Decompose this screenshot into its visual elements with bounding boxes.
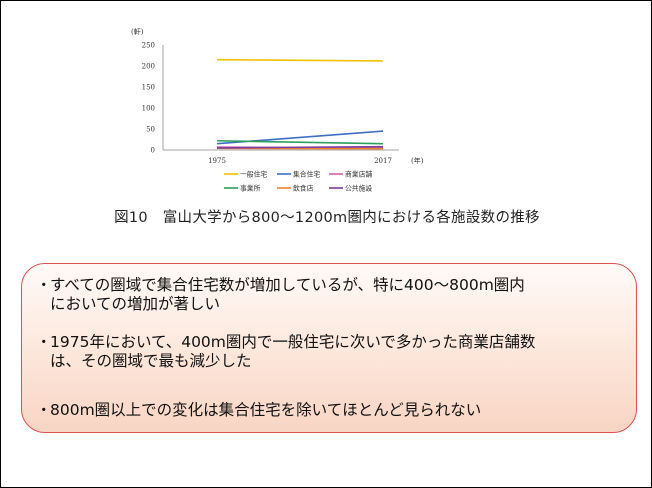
chart-svg: (軒) 0 50 100 150 200 250 1975 2017 (年) 一般住宅 集合住宅 商業店…: [131, 28, 424, 193]
bullet: ・: [36, 276, 52, 294]
y-unit-label: (軒): [131, 28, 144, 36]
x-unit-label: (年): [411, 156, 424, 165]
note-item: ・800m圏以上での変化は集合住宅を除いてほとんど見られない: [36, 401, 626, 420]
series-line-5: [216, 145, 384, 149]
series-line-0: [216, 58, 384, 62]
figure-caption: 図10 富山大学から800～1200m圏内における各施設数の推移: [114, 210, 540, 226]
legend-label: 公共施設: [345, 184, 372, 193]
note-item: ・すべての圏域で集合住宅数が増加しているが、特に400～800m圏内 においての…: [36, 276, 626, 314]
bullet: ・: [36, 333, 52, 351]
note-2-line-2: は、その圏域で最も減少した: [50, 352, 252, 370]
note-1-line-1: すべての圏域で集合住宅数が増加しているが、特に400～800m圏内: [50, 276, 525, 294]
bullet: ・: [36, 401, 52, 419]
note-1-line-2: においての増加が著しい: [50, 295, 221, 313]
legend-label: 一般住宅: [240, 170, 267, 179]
y-tick-label: 100: [142, 105, 155, 113]
note-item: ・1975年において、400m圏内で一般住宅に次いで多かった商業店舗数 は、その…: [36, 333, 626, 371]
y-tick-label: 200: [142, 63, 155, 71]
x-tick-label: 2017: [374, 157, 392, 165]
y-tick-label: 0: [151, 147, 155, 155]
legend-label: 飲食店: [293, 184, 314, 193]
legend-label: 集合住宅: [293, 170, 320, 179]
series-line-3: [216, 139, 384, 145]
legend-label: 商業店舗: [345, 170, 372, 179]
y-tick-label: 150: [142, 84, 155, 92]
y-tick-label: 50: [146, 126, 155, 134]
notes-box: ・すべての圏域で集合住宅数が増加しているが、特に400～800m圏内 においての…: [21, 263, 637, 433]
y-tick-label: 250: [142, 42, 155, 50]
note-2-line-1: 1975年において、400m圏内で一般住宅に次いで多かった商業店舗数: [50, 333, 536, 351]
legend-label: 事業所: [240, 184, 261, 193]
x-tick-label: 1975: [208, 157, 226, 165]
line-chart: (軒) 0 50 100 150 200 250 1975 2017 (年) 一般住宅 集合住宅 商業店…: [129, 19, 449, 204]
note-3-line-1: 800m圏以上での変化は集合住宅を除いてほとんど見られない: [50, 401, 482, 419]
